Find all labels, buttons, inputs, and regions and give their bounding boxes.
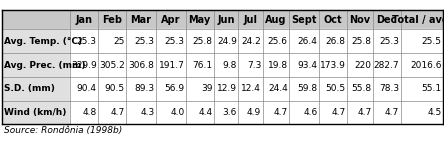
Text: 25.3: 25.3 (164, 37, 184, 46)
Text: 4.7: 4.7 (274, 108, 288, 117)
Text: 2016.6: 2016.6 (410, 61, 442, 69)
Text: 4.7: 4.7 (357, 108, 372, 117)
Text: 329.9: 329.9 (71, 61, 97, 69)
Text: 24.2: 24.2 (242, 37, 261, 46)
Text: 4.9: 4.9 (247, 108, 261, 117)
Text: 3.6: 3.6 (222, 108, 237, 117)
Text: Source: Rondônia (1998b): Source: Rondônia (1998b) (4, 126, 123, 135)
Text: 4.4: 4.4 (198, 108, 212, 117)
Text: Dec: Dec (377, 15, 397, 25)
Text: 9.8: 9.8 (222, 61, 237, 69)
Text: 24.9: 24.9 (217, 37, 237, 46)
Text: 25.8: 25.8 (351, 37, 372, 46)
Bar (2, 10, 443, 29)
Text: May: May (189, 15, 211, 25)
Text: 173.9: 173.9 (320, 61, 345, 69)
Text: Jul: Jul (243, 15, 258, 25)
Text: 25.3: 25.3 (135, 37, 155, 46)
Text: Wind (km/h): Wind (km/h) (4, 108, 66, 117)
Text: 39: 39 (201, 84, 212, 93)
Text: 12.4: 12.4 (242, 84, 261, 93)
Text: 93.4: 93.4 (298, 61, 318, 69)
Text: 12.9: 12.9 (217, 84, 237, 93)
Text: 24.4: 24.4 (268, 84, 288, 93)
Text: 282.7: 282.7 (374, 61, 399, 69)
Bar (2, 77, 70, 101)
Text: 305.2: 305.2 (99, 61, 125, 69)
Text: 56.9: 56.9 (164, 84, 184, 93)
Text: Jan: Jan (75, 15, 93, 25)
Text: 7.3: 7.3 (247, 61, 261, 69)
Text: S.D. (mm): S.D. (mm) (4, 84, 55, 93)
Text: 76.1: 76.1 (192, 61, 212, 69)
Text: 306.8: 306.8 (129, 61, 155, 69)
Text: 4.6: 4.6 (303, 108, 318, 117)
Text: Nov: Nov (349, 15, 370, 25)
Text: 25.8: 25.8 (192, 37, 212, 46)
Text: Apr: Apr (161, 15, 181, 25)
Text: 4.7: 4.7 (385, 108, 399, 117)
Text: Mar: Mar (131, 15, 151, 25)
Bar (70, 53, 443, 77)
Bar (2, 101, 70, 124)
Text: 59.8: 59.8 (297, 84, 318, 93)
Bar (70, 101, 443, 124)
Bar (70, 29, 443, 53)
Text: 26.4: 26.4 (298, 37, 318, 46)
Text: 55.1: 55.1 (422, 84, 442, 93)
Text: Oct: Oct (324, 15, 342, 25)
Text: Sept: Sept (291, 15, 317, 25)
Text: 4.7: 4.7 (111, 108, 125, 117)
Text: 25.3: 25.3 (379, 37, 399, 46)
Text: 89.3: 89.3 (135, 84, 155, 93)
Text: Avg. Temp. (°C): Avg. Temp. (°C) (4, 37, 82, 46)
Text: 220: 220 (354, 61, 372, 69)
Text: 19.8: 19.8 (268, 61, 288, 69)
Text: 4.0: 4.0 (170, 108, 184, 117)
Text: 50.5: 50.5 (325, 84, 345, 93)
Text: 4.7: 4.7 (331, 108, 345, 117)
Text: Total / avg.: Total / avg. (392, 15, 444, 25)
Text: 25: 25 (113, 37, 125, 46)
Bar (2, 53, 70, 77)
Text: Aug: Aug (265, 15, 287, 25)
Text: Avg. Prec. (mm): Avg. Prec. (mm) (4, 61, 86, 69)
Text: 25.6: 25.6 (268, 37, 288, 46)
Bar (2, 29, 70, 53)
Text: 90.5: 90.5 (104, 84, 125, 93)
Text: 4.8: 4.8 (83, 108, 97, 117)
Text: 55.8: 55.8 (351, 84, 372, 93)
Text: 78.3: 78.3 (379, 84, 399, 93)
Text: 25.5: 25.5 (422, 37, 442, 46)
Text: Jun: Jun (217, 15, 234, 25)
Text: Feb: Feb (102, 15, 122, 25)
Text: 25.3: 25.3 (77, 37, 97, 46)
Text: 4.3: 4.3 (140, 108, 155, 117)
Text: 191.7: 191.7 (159, 61, 184, 69)
Bar (70, 77, 443, 101)
Text: 4.5: 4.5 (428, 108, 442, 117)
Text: 26.8: 26.8 (325, 37, 345, 46)
Text: 90.4: 90.4 (77, 84, 97, 93)
